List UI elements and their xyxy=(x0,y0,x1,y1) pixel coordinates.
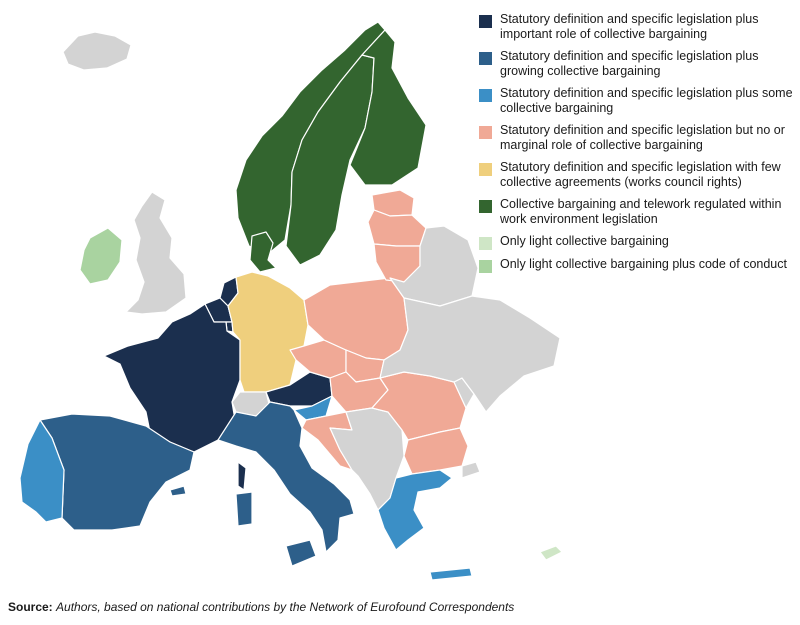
legend-label: Statutory definition and specific legisl… xyxy=(500,12,759,41)
country-italy-sardinia xyxy=(235,491,253,527)
country-spain-balearics xyxy=(169,485,187,497)
legend-item-important: Statutory definition and specific legisl… xyxy=(479,12,797,42)
country-cyprus xyxy=(539,545,563,561)
country-france-corsica xyxy=(237,461,247,491)
country-united-kingdom xyxy=(125,191,187,315)
legend-label: Statutory definition and specific legisl… xyxy=(500,123,785,152)
source-title: Source: xyxy=(8,600,53,614)
legend-swatch xyxy=(479,237,492,250)
country-greece-crete xyxy=(429,567,473,581)
legend-swatch xyxy=(479,52,492,65)
country-iceland xyxy=(62,31,132,71)
country-greece xyxy=(377,469,453,551)
source-text: Authors, based on national contributions… xyxy=(56,600,515,614)
legend-swatch xyxy=(479,163,492,176)
country-italy-sicily xyxy=(285,539,317,567)
legend-swatch xyxy=(479,200,492,213)
country-ireland xyxy=(79,227,123,285)
country-portugal xyxy=(19,419,65,523)
legend-item-few: Statutory definition and specific legisl… xyxy=(479,160,797,190)
country-italy xyxy=(217,401,355,553)
country-ukraine xyxy=(379,295,561,413)
legend-label: Only light collective bargaining plus co… xyxy=(500,257,787,271)
source-note: Source: Authors, based on national contr… xyxy=(8,600,514,614)
legend-swatch xyxy=(479,89,492,102)
legend-swatch xyxy=(479,15,492,28)
legend-label: Statutory definition and specific legisl… xyxy=(500,49,759,78)
country-finland xyxy=(349,29,427,186)
legend-label: Only light collective bargaining xyxy=(500,234,669,248)
legend-swatch xyxy=(479,260,492,273)
country-slovenia xyxy=(293,395,333,421)
legend-swatch xyxy=(479,126,492,139)
legend-item-telework: Collective bargaining and telework regul… xyxy=(479,197,797,227)
legend-label: Collective bargaining and telework regul… xyxy=(500,197,782,226)
legend-item-some: Statutory definition and specific legisl… xyxy=(479,86,797,116)
legend-label: Statutory definition and specific legisl… xyxy=(500,160,781,189)
country-denmark xyxy=(249,231,277,273)
legend: Statutory definition and specific legisl… xyxy=(479,12,797,280)
legend-item-light-code: Only light collective bargaining plus co… xyxy=(479,257,797,273)
legend-item-light: Only light collective bargaining xyxy=(479,234,797,250)
legend-item-growing: Statutory definition and specific legisl… xyxy=(479,49,797,79)
country-turkey xyxy=(461,461,481,479)
legend-item-marginal: Statutory definition and specific legisl… xyxy=(479,123,797,153)
legend-label: Statutory definition and specific legisl… xyxy=(500,86,793,115)
country-germany xyxy=(227,271,309,393)
country-latvia xyxy=(367,209,427,247)
